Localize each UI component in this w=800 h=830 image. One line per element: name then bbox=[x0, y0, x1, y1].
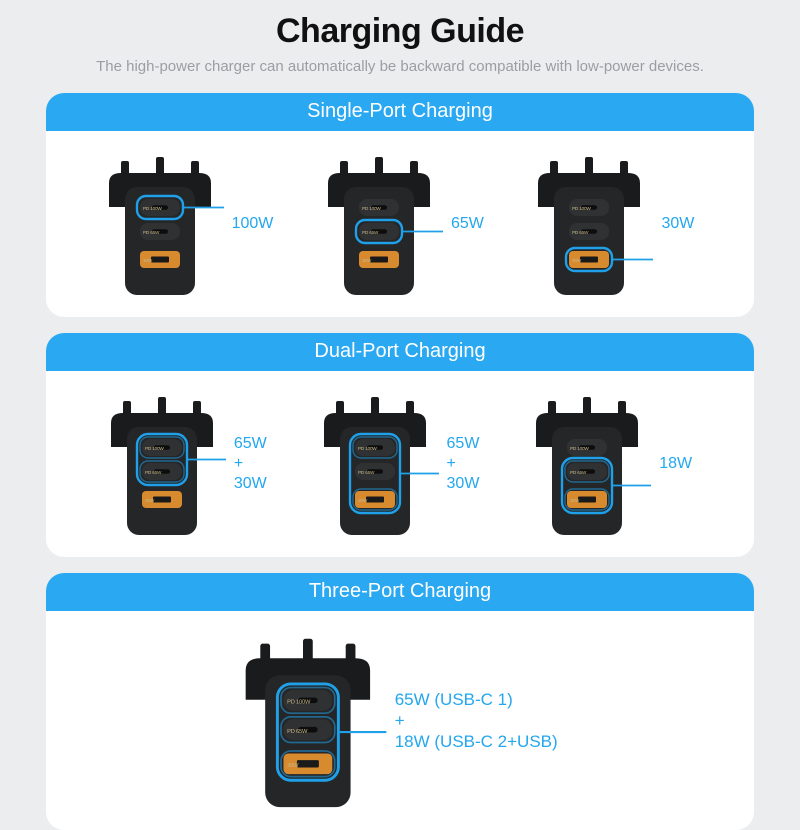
section-row: PD 100W PD 65W 30W 65W (USB-C 1) + 18W (… bbox=[46, 611, 754, 830]
section-header: Dual-Port Charging bbox=[46, 333, 754, 371]
port-c2: PD 65W bbox=[140, 223, 180, 240]
port-c1: PD 100W bbox=[569, 199, 609, 216]
charger-icon: PD 100W PD 65W 30W bbox=[106, 149, 226, 299]
charger-cell: PD 100W PD 65W 30W 100W bbox=[106, 149, 274, 299]
svg-text:PD 65W: PD 65W bbox=[143, 230, 160, 235]
svg-text:PD 65W: PD 65W bbox=[362, 230, 379, 235]
port-a: 30W bbox=[284, 754, 333, 775]
charger-cell: PD 100W PD 65W 30W 65W (USB-C 1) + 18W (… bbox=[242, 629, 557, 812]
charger-icon: PD 100W PD 65W 30W bbox=[321, 389, 441, 539]
section: Dual-Port Charging PD 100W PD 65W 30W 65… bbox=[46, 333, 754, 557]
charger-icon: PD 100W PD 65W 30W bbox=[325, 149, 445, 299]
svg-text:PD 100W: PD 100W bbox=[287, 700, 311, 706]
port-a: 30W bbox=[142, 491, 182, 508]
port-a: 30W bbox=[355, 491, 395, 508]
port-c1: PD 100W bbox=[284, 690, 333, 711]
svg-text:PD 100W: PD 100W bbox=[572, 206, 591, 211]
svg-text:PD 65W: PD 65W bbox=[287, 729, 308, 735]
svg-text:PD 65W: PD 65W bbox=[570, 470, 587, 475]
svg-text:PD 65W: PD 65W bbox=[145, 470, 162, 475]
section: Three-Port Charging PD 100W PD 65W 30W 6… bbox=[46, 573, 754, 830]
svg-text:30W: 30W bbox=[358, 498, 368, 503]
charger-icon: PD 100W PD 65W 30W bbox=[535, 149, 655, 299]
charger-cell: PD 100W PD 65W 30W 18W bbox=[533, 389, 692, 539]
port-c1: PD 100W bbox=[142, 439, 182, 456]
charger: PD 100W PD 65W 30W bbox=[533, 389, 653, 539]
charger-cell: PD 100W PD 65W 30W 65W bbox=[325, 149, 484, 299]
svg-text:PD 100W: PD 100W bbox=[145, 446, 164, 451]
section-row: PD 100W PD 65W 30W 65W + 30W PD 100W PD … bbox=[46, 371, 754, 557]
svg-text:PD 65W: PD 65W bbox=[572, 230, 589, 235]
svg-text:30W: 30W bbox=[572, 258, 582, 263]
wattage-annotation: 100W bbox=[232, 214, 274, 234]
port-c2: PD 65W bbox=[355, 463, 395, 480]
svg-text:30W: 30W bbox=[362, 258, 372, 263]
charger: PD 100W PD 65W 30W bbox=[242, 629, 388, 812]
page-title: Charging Guide bbox=[46, 12, 754, 51]
page: Charging Guide The high-power charger ca… bbox=[0, 0, 800, 800]
port-a: 30W bbox=[359, 251, 399, 268]
port-c2: PD 65W bbox=[142, 463, 182, 480]
svg-text:PD 100W: PD 100W bbox=[570, 446, 589, 451]
charger: PD 100W PD 65W 30W bbox=[108, 389, 228, 539]
section-header: Single-Port Charging bbox=[46, 93, 754, 131]
charger: PD 100W PD 65W 30W bbox=[535, 149, 655, 299]
section-header: Three-Port Charging bbox=[46, 573, 754, 611]
charger: PD 100W PD 65W 30W bbox=[321, 389, 441, 539]
svg-text:30W: 30W bbox=[570, 498, 580, 503]
port-c2: PD 65W bbox=[359, 223, 399, 240]
svg-text:PD 100W: PD 100W bbox=[143, 206, 162, 211]
wattage-annotation: 30W bbox=[661, 214, 694, 234]
page-subtitle: The high-power charger can automatically… bbox=[46, 57, 754, 77]
wattage-annotation: 18W bbox=[659, 454, 692, 474]
charger: PD 100W PD 65W 30W bbox=[325, 149, 445, 299]
svg-text:PD 100W: PD 100W bbox=[358, 446, 377, 451]
wattage-annotation: 65W bbox=[451, 214, 484, 234]
port-a: 30W bbox=[140, 251, 180, 268]
sections-container: Single-Port Charging PD 100W PD 65W 30W … bbox=[46, 93, 754, 830]
charger-icon: PD 100W PD 65W 30W bbox=[242, 629, 388, 812]
svg-text:PD 100W: PD 100W bbox=[362, 206, 381, 211]
svg-text:30W: 30W bbox=[287, 763, 299, 769]
port-a: 30W bbox=[567, 491, 607, 508]
svg-text:30W: 30W bbox=[145, 498, 155, 503]
charger-icon: PD 100W PD 65W 30W bbox=[533, 389, 653, 539]
port-c2: PD 65W bbox=[284, 720, 333, 741]
svg-text:30W: 30W bbox=[143, 258, 153, 263]
charger-icon: PD 100W PD 65W 30W bbox=[108, 389, 228, 539]
charger: PD 100W PD 65W 30W bbox=[106, 149, 226, 299]
port-c1: PD 100W bbox=[355, 439, 395, 456]
wattage-annotation: 65W (USB-C 1) + 18W (USB-C 2+USB) bbox=[395, 689, 558, 753]
section-row: PD 100W PD 65W 30W 100W PD 100W PD 65W bbox=[46, 131, 754, 317]
wattage-annotation: 65W + 30W bbox=[234, 434, 267, 494]
port-c1: PD 100W bbox=[359, 199, 399, 216]
wattage-annotation: 65W + 30W bbox=[447, 434, 480, 494]
port-c2: PD 65W bbox=[567, 463, 607, 480]
port-c1: PD 100W bbox=[567, 439, 607, 456]
charger-cell: PD 100W PD 65W 30W 30W bbox=[535, 149, 694, 299]
section: Single-Port Charging PD 100W PD 65W 30W … bbox=[46, 93, 754, 317]
charger-cell: PD 100W PD 65W 30W 65W + 30W bbox=[108, 389, 267, 539]
svg-text:PD 65W: PD 65W bbox=[358, 470, 375, 475]
port-c1: PD 100W bbox=[140, 199, 180, 216]
port-c2: PD 65W bbox=[569, 223, 609, 240]
port-a: 30W bbox=[569, 251, 609, 268]
charger-cell: PD 100W PD 65W 30W 65W + 30W bbox=[321, 389, 480, 539]
